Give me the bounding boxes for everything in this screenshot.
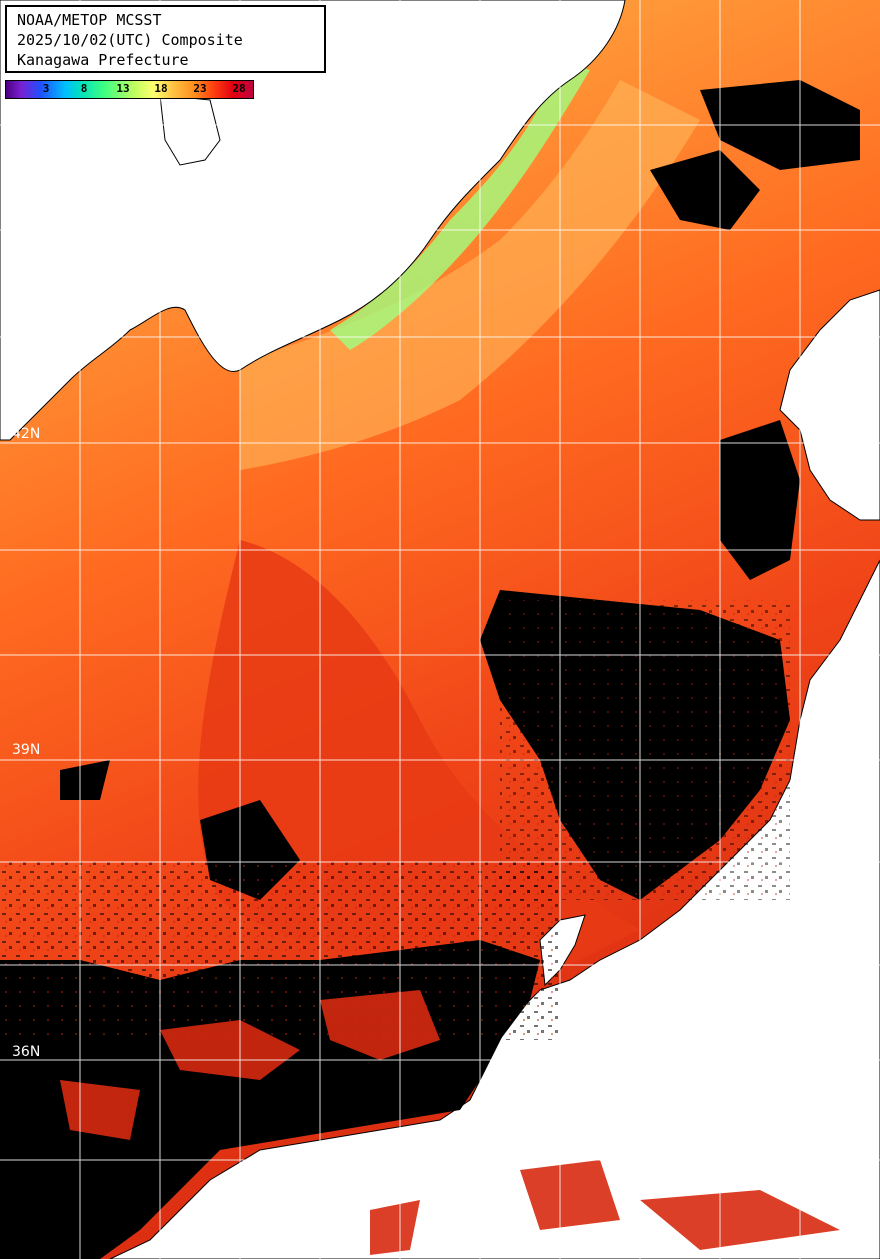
- warm-patches: [60, 990, 840, 1255]
- lat-label-39n: 39N: [12, 742, 41, 758]
- legend-tick-13: 13: [116, 82, 130, 95]
- title-source: Kanagawa Prefecture: [17, 51, 189, 69]
- lat-label-36n: 36N: [12, 1044, 41, 1060]
- legend-tick-3: 3: [42, 82, 50, 95]
- legend-tick-18: 18: [154, 82, 168, 95]
- map-title-box: NOAA/METOP MCSST 2025/10/02(UTC) Composi…: [5, 5, 326, 73]
- cloud-speckle: [500, 600, 790, 900]
- title-date: 2025/10/02(UTC) Composite: [17, 31, 243, 49]
- legend-tick-8: 8: [80, 82, 88, 95]
- land-island-top: [159, 94, 221, 166]
- temperature-color-legend: 3 8 13 18 23 28: [5, 80, 254, 99]
- legend-tick-28: 28: [232, 82, 246, 95]
- cold-coastal-strip: [330, 60, 590, 350]
- title-satellite: NOAA/METOP MCSST: [17, 11, 162, 29]
- legend-tick-23: 23: [193, 82, 207, 95]
- lat-label-42n: 42N: [12, 426, 41, 442]
- cool-water-region: [240, 80, 700, 470]
- land-mainland: [0, 0, 626, 441]
- cloud-speckle-south: [0, 860, 560, 1040]
